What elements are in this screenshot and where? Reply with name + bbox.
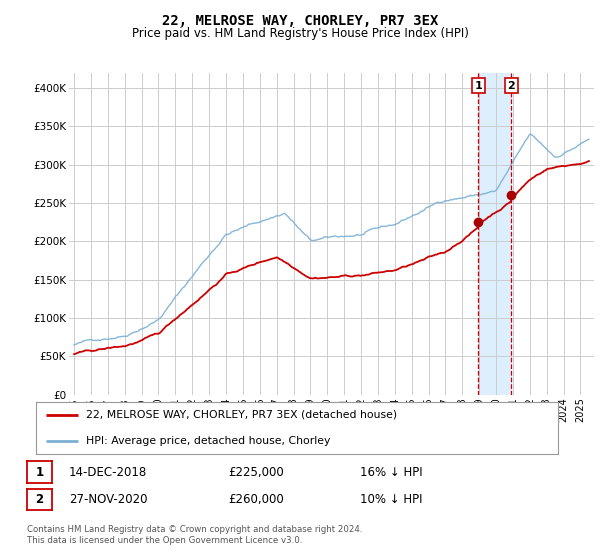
Bar (478, 73, 511, 395)
Text: 22, MELROSE WAY, CHORLEY, PR7 3EX (detached house): 22, MELROSE WAY, CHORLEY, PR7 3EX (detac… (86, 410, 397, 420)
Text: 2: 2 (508, 81, 515, 91)
Text: 1: 1 (35, 465, 44, 479)
Text: 22, MELROSE WAY, CHORLEY, PR7 3EX: 22, MELROSE WAY, CHORLEY, PR7 3EX (162, 14, 438, 28)
Text: HPI: Average price, detached house, Chorley: HPI: Average price, detached house, Chor… (86, 436, 330, 446)
Text: 2: 2 (35, 493, 44, 506)
Text: 16% ↓ HPI: 16% ↓ HPI (360, 465, 422, 479)
Text: £225,000: £225,000 (228, 465, 284, 479)
Text: £260,000: £260,000 (228, 493, 284, 506)
Text: Contains HM Land Registry data © Crown copyright and database right 2024.
This d: Contains HM Land Registry data © Crown c… (27, 525, 362, 545)
Text: 1: 1 (475, 81, 482, 91)
Text: 14-DEC-2018: 14-DEC-2018 (69, 465, 147, 479)
Text: 10% ↓ HPI: 10% ↓ HPI (360, 493, 422, 506)
Text: Price paid vs. HM Land Registry's House Price Index (HPI): Price paid vs. HM Land Registry's House … (131, 27, 469, 40)
Text: 27-NOV-2020: 27-NOV-2020 (69, 493, 148, 506)
